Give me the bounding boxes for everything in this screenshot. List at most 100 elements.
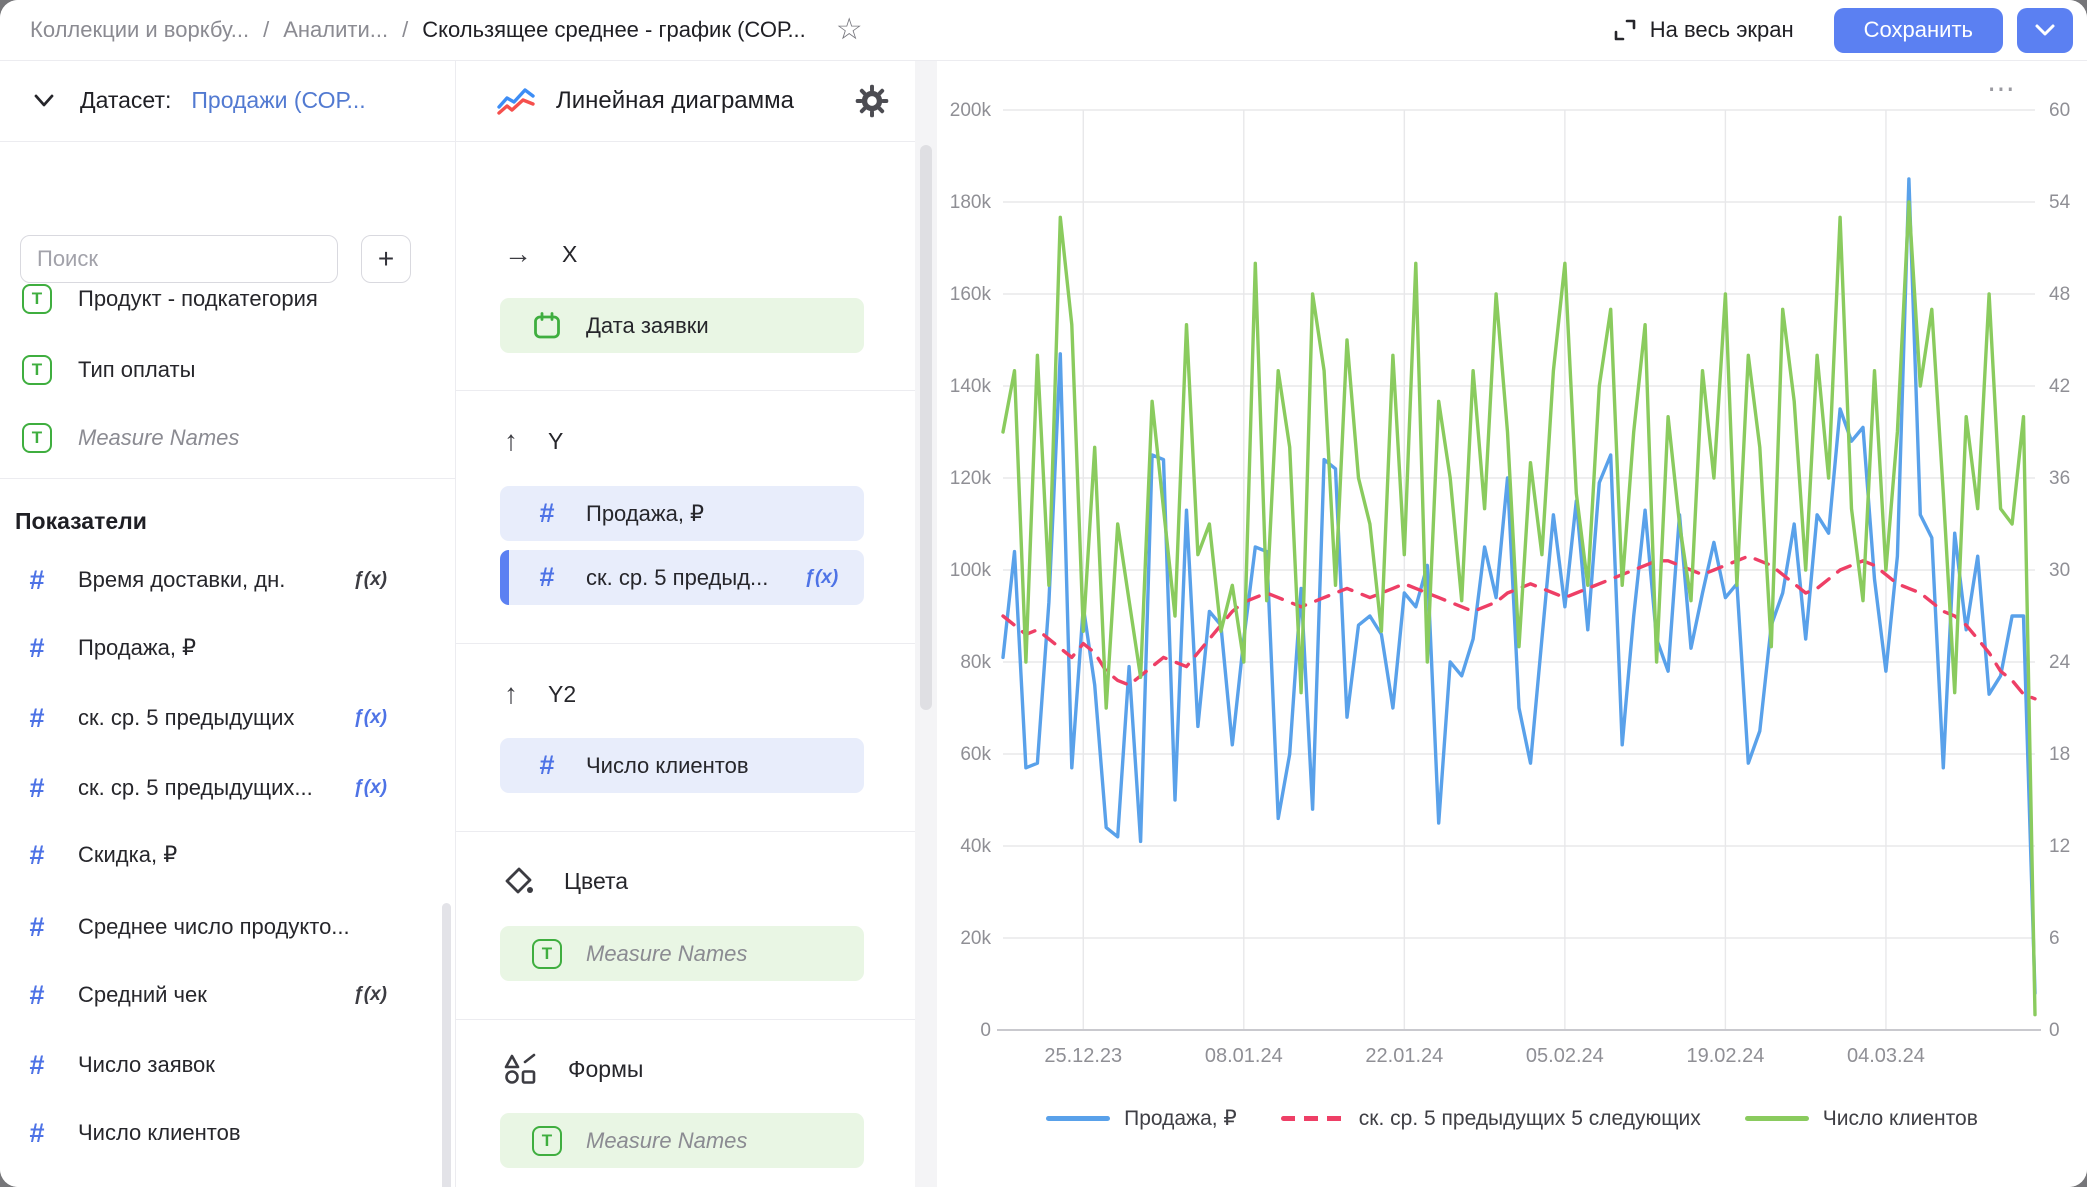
field-item-measure[interactable]: # Число клиентов — [0, 1105, 455, 1161]
y2-axis-tick: 6 — [2049, 928, 2060, 949]
field-item-dimension[interactable]: T Measure Names — [0, 410, 455, 466]
legend-item-sales[interactable]: Продажа, ₽ — [1046, 1106, 1237, 1131]
section-y: ↑ Y — [504, 425, 563, 457]
formula-icon: ƒ(x) — [353, 984, 387, 1006]
section-colors-label: Цвета — [564, 868, 628, 895]
divider — [456, 390, 915, 391]
y2-axis-tick: 24 — [2049, 652, 2071, 673]
y-field-pill-selected[interactable]: # ск. ср. 5 предыд... ƒ(x) — [500, 550, 864, 605]
measures-header: Показатели — [15, 508, 147, 535]
field-item-measure[interactable]: # Время доставки, дн. ƒ(x) — [0, 552, 455, 608]
field-item-measure[interactable]: # Среднее число продукто... — [0, 899, 455, 955]
y-field-pill[interactable]: # Продажа, ₽ — [500, 486, 864, 541]
chart-menu-icon[interactable]: ⋯ — [1987, 73, 2015, 104]
page-title: Скользящее среднее - график (СОР... — [422, 17, 806, 43]
dataset-label: Датасет: — [80, 87, 171, 114]
panel-scrollbar-thumb[interactable] — [920, 145, 932, 710]
y-field-label: Продажа, ₽ — [586, 501, 704, 527]
text-field-icon: T — [532, 1126, 562, 1156]
favorite-star-icon[interactable]: ☆ — [836, 15, 863, 45]
divider — [456, 831, 915, 832]
app-window: Коллекции и воркбу... / Аналити... / Ско… — [0, 0, 2087, 1187]
legend-swatch-sales — [1046, 1116, 1110, 1121]
arrow-right-icon: → — [504, 238, 532, 270]
series-sales — [1003, 179, 2035, 993]
field-item-measure[interactable]: # ск. ср. 5 предыдущих... ƒ(x) — [0, 760, 455, 816]
number-field-icon: # — [22, 840, 52, 871]
divider — [456, 1019, 915, 1020]
shapes-field-label: Measure Names — [586, 1128, 747, 1154]
shapes-field-pill[interactable]: T Measure Names — [500, 1113, 864, 1168]
section-y2: ↑ Y2 — [504, 678, 576, 710]
breadcrumb-collections[interactable]: Коллекции и воркбу... — [30, 17, 249, 43]
top-bar: Коллекции и воркбу... / Аналити... / Ско… — [0, 0, 2087, 61]
y-axis-tick: 180k — [950, 192, 992, 213]
number-field-icon: # — [22, 1118, 52, 1149]
x-field-label: Дата заявки — [586, 313, 709, 339]
field-item-dimension[interactable]: T Продукт - подкатегория — [0, 271, 455, 327]
section-y2-label: Y2 — [548, 681, 576, 708]
save-button[interactable]: Сохранить — [1834, 8, 2003, 53]
formula-icon: ƒ(x) — [353, 707, 387, 729]
line-chart[interactable]: 0020k640k1260k1880k24100k30120k36140k421… — [937, 60, 2087, 1100]
fullscreen-button[interactable]: На весь экран — [1612, 17, 1794, 43]
line-chart-icon — [496, 85, 536, 117]
field-item-measure[interactable]: # Число магазинов ƒ(x) — [0, 1174, 455, 1187]
y2-axis-tick: 30 — [2049, 560, 2070, 581]
field-item-measure[interactable]: # ск. ср. 5 предыдущих ƒ(x) — [0, 690, 455, 746]
y2-axis-tick: 18 — [2049, 744, 2070, 765]
section-x-label: X — [562, 241, 577, 268]
text-field-icon: T — [532, 939, 562, 969]
divider — [0, 478, 455, 479]
field-label: Тип оплаты — [78, 357, 195, 383]
gear-icon — [855, 84, 889, 118]
number-field-icon: # — [22, 565, 52, 596]
field-item-measure[interactable]: # Число заявок — [0, 1037, 455, 1093]
chart-type-label[interactable]: Линейная диаграмма — [556, 87, 794, 115]
y-axis-tick: 80k — [960, 652, 991, 673]
x-axis-tick: 08.01.24 — [1205, 1045, 1283, 1067]
field-label: Число заявок — [78, 1052, 215, 1078]
save-menu-button[interactable] — [2017, 8, 2073, 53]
y-field-label: ск. ср. 5 предыд... — [586, 565, 768, 591]
breadcrumb-analytics[interactable]: Аналити... — [283, 17, 388, 43]
y2-axis-tick: 60 — [2049, 100, 2070, 121]
text-field-icon: T — [22, 284, 52, 314]
number-field-icon: # — [22, 633, 52, 664]
legend-item-moving-average[interactable]: ск. ср. 5 предыдущих 5 следующих — [1281, 1107, 1701, 1131]
field-label: Время доставки, дн. — [78, 567, 285, 593]
fullscreen-label: На весь экран — [1650, 17, 1794, 43]
y-axis-tick: 140k — [950, 376, 992, 397]
arrow-up-icon: ↑ — [504, 425, 518, 457]
calendar-icon — [532, 311, 562, 341]
x-axis-tick: 05.02.24 — [1526, 1045, 1604, 1067]
number-field-icon: # — [22, 980, 52, 1011]
section-shapes-label: Формы — [568, 1056, 643, 1083]
formula-icon: ƒ(x) — [353, 569, 387, 591]
chart-area: 0020k640k1260k1880k24100k30120k36140k421… — [937, 60, 2087, 1187]
sidebar-scrollbar[interactable] — [442, 903, 451, 1187]
number-field-icon: # — [22, 1050, 52, 1081]
colors-field-pill[interactable]: T Measure Names — [500, 926, 864, 981]
number-field-icon: # — [532, 562, 562, 593]
selection-accent-bar — [500, 550, 509, 605]
field-item-measure[interactable]: # Скидка, ₽ — [0, 827, 455, 883]
field-label: ск. ср. 5 предыдущих... — [78, 775, 313, 801]
y2-field-pill[interactable]: # Число клиентов — [500, 738, 864, 793]
field-item-measure[interactable]: # Средний чек ƒ(x) — [0, 967, 455, 1023]
field-item-dimension[interactable]: T Тип оплаты — [0, 342, 455, 398]
section-x: → X — [504, 238, 577, 270]
settings-button[interactable] — [855, 84, 889, 118]
x-axis-tick: 22.01.24 — [1365, 1045, 1443, 1067]
legend-swatch-clients — [1745, 1116, 1809, 1121]
number-field-icon: # — [22, 773, 52, 804]
x-field-pill[interactable]: Дата заявки — [500, 298, 864, 353]
y2-axis-tick: 48 — [2049, 284, 2070, 305]
legend-item-clients[interactable]: Число клиентов — [1745, 1107, 1978, 1131]
field-item-measure[interactable]: # Продажа, ₽ — [0, 620, 455, 676]
field-label: Число клиентов — [78, 1120, 241, 1146]
dataset-header[interactable]: Датасет: Продажи (СОР... — [0, 60, 455, 142]
panel-scrollbar-track[interactable] — [915, 60, 937, 1187]
field-label: Measure Names — [78, 425, 239, 451]
dataset-name-link[interactable]: Продажи (СОР... — [191, 87, 365, 114]
